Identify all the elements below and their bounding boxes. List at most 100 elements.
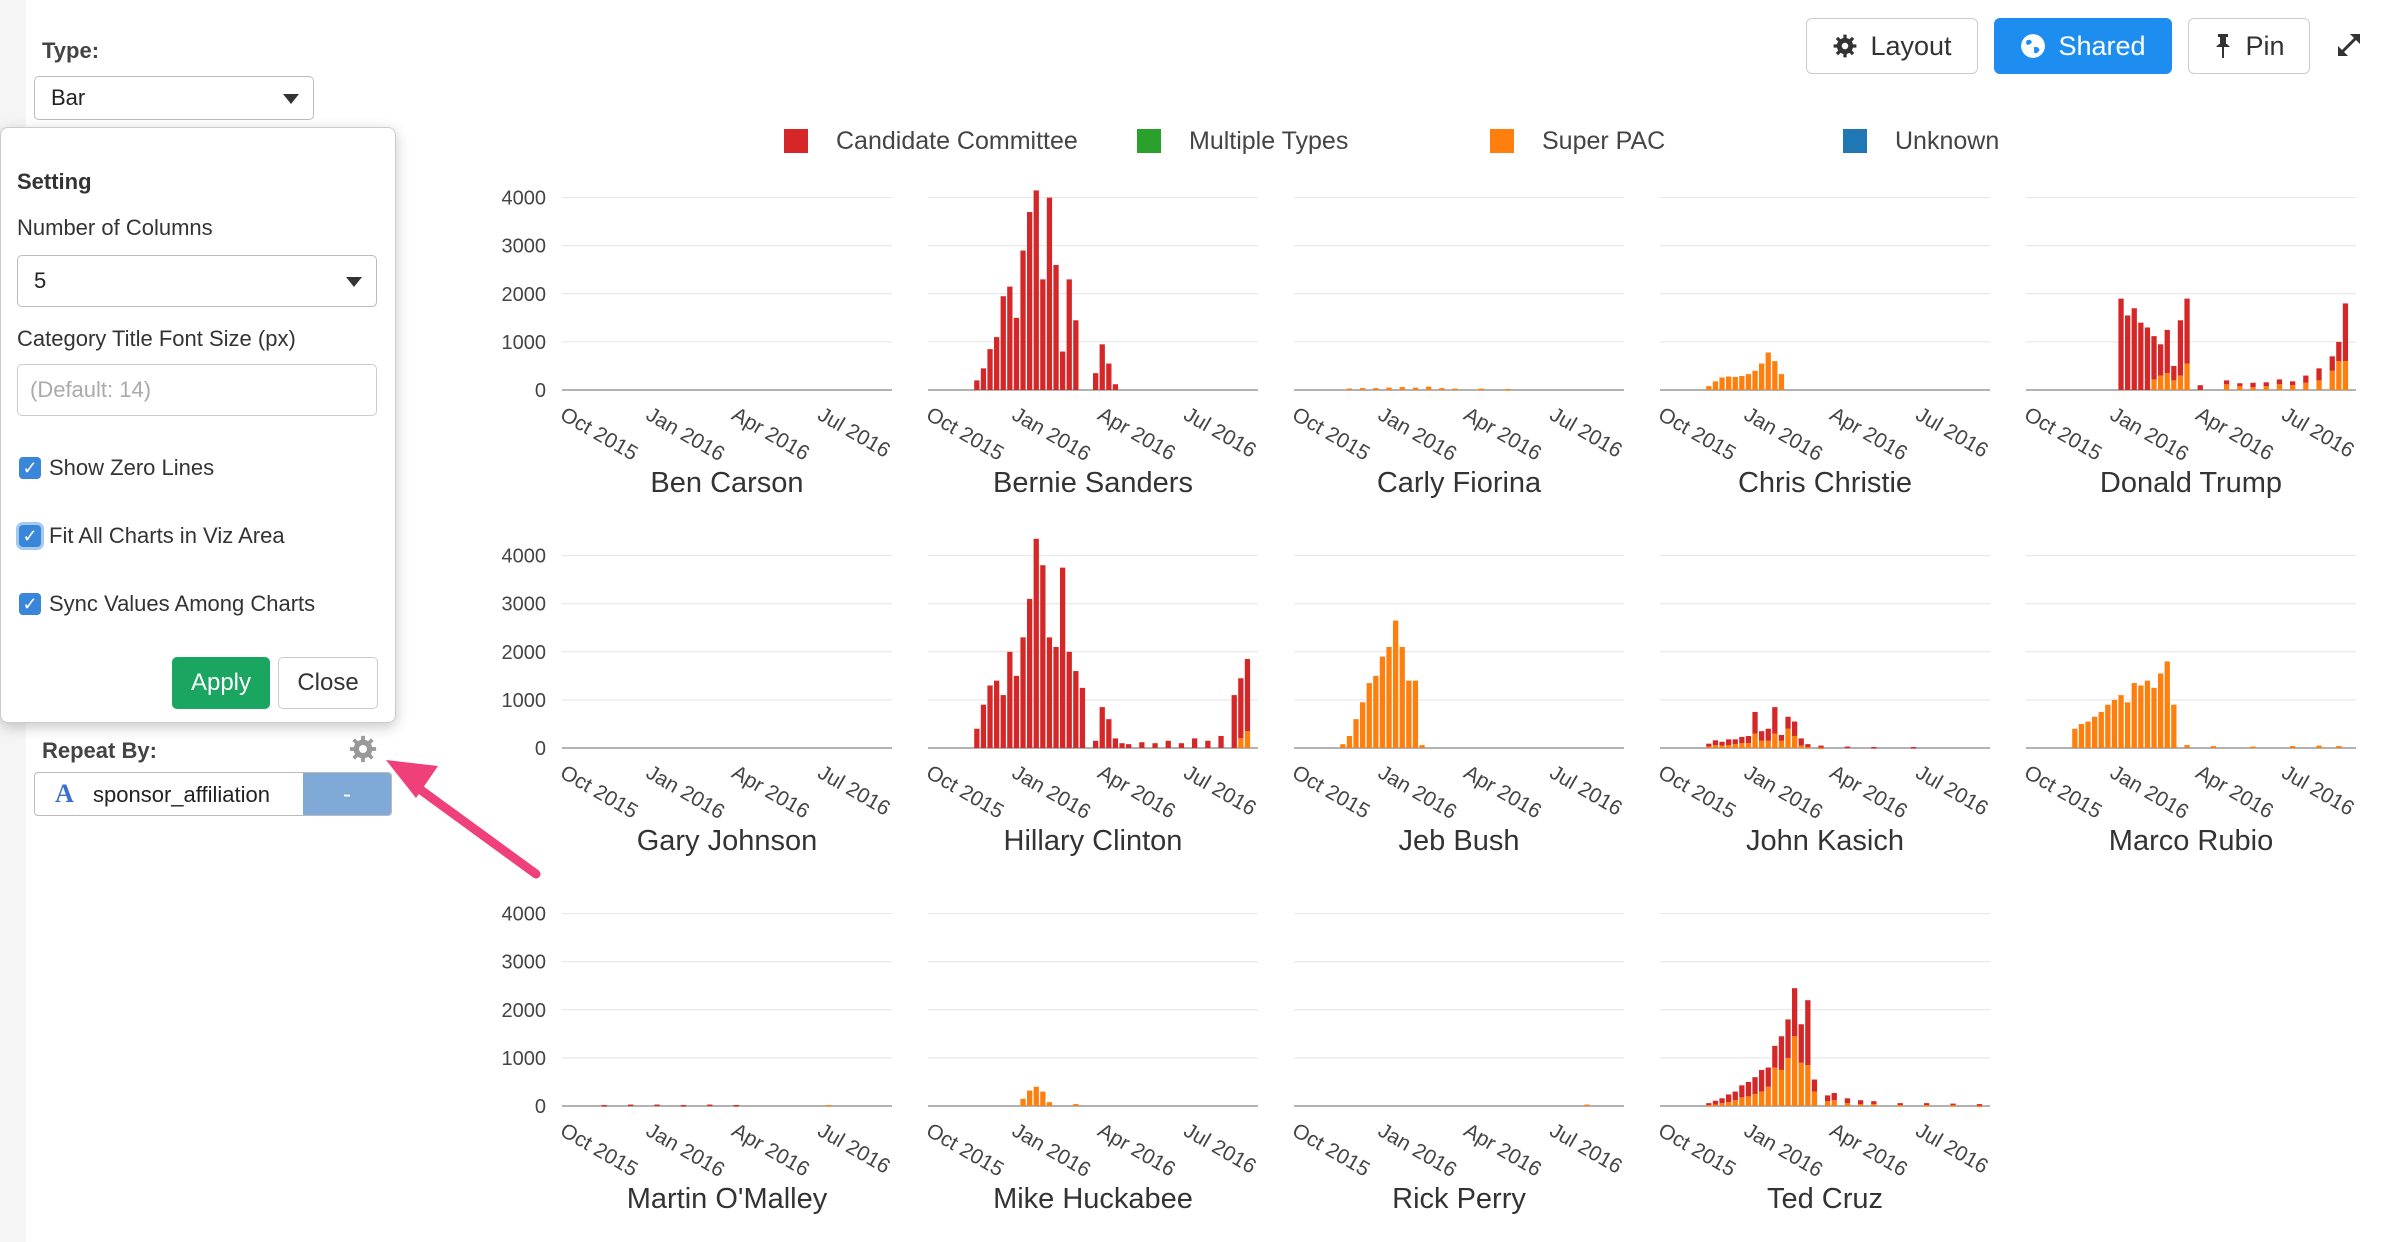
bar-candidate-committee <box>2250 382 2256 388</box>
x-tick-label: Jul 2016 <box>1546 403 1626 463</box>
bar-candidate-committee <box>1000 296 1006 390</box>
bar-candidate-committee <box>1858 1100 1864 1105</box>
bar-super-pac <box>2177 375 2184 390</box>
bar-candidate-committee <box>2125 315 2131 390</box>
font-size-input[interactable] <box>17 364 377 416</box>
bar-candidate-committee <box>2144 327 2151 390</box>
repeat-by-field-name: sponsor_affiliation <box>93 782 270 807</box>
bar-super-pac <box>2210 746 2217 748</box>
bar-super-pac <box>1406 680 1412 748</box>
bar-candidate-committee <box>1825 1095 1831 1102</box>
bar-candidate-committee <box>1046 637 1053 748</box>
legend-item-multiple-types[interactable]: Multiple Types <box>1137 126 1348 156</box>
x-tick-label: Apr 2016 <box>1094 761 1179 824</box>
x-tick-label: Oct 2015 <box>922 1119 1007 1182</box>
y-tick-label: 2000 <box>502 284 547 306</box>
bar-super-pac <box>1719 745 1725 748</box>
x-tick-label: Jul 2016 <box>1546 1119 1626 1179</box>
bar-super-pac <box>2250 387 2256 390</box>
bar-candidate-committee <box>1066 651 1072 748</box>
x-tick-label: Oct 2015 <box>1288 1119 1373 1182</box>
apply-button[interactable]: Apply <box>172 657 270 709</box>
bar-candidate-committee <box>1238 678 1244 739</box>
shared-button[interactable]: Shared <box>1994 18 2172 74</box>
bar-super-pac <box>1950 1105 1956 1107</box>
layout-button-label: Layout <box>1870 30 1952 61</box>
bar-super-pac <box>2237 386 2243 390</box>
panel-title: Ben Carson <box>650 467 803 499</box>
bar-candidate-committee <box>1106 363 1112 390</box>
show-zero-lines-checkbox[interactable]: ✓ <box>19 457 41 479</box>
bar-candidate-committee <box>2184 298 2190 364</box>
bar-candidate-committee <box>1831 1093 1837 1101</box>
columns-label: Number of Columns <box>17 215 213 240</box>
bar-candidate-committee <box>1040 565 1046 748</box>
x-tick-label: Oct 2015 <box>1654 403 1739 466</box>
bar-candidate-committee <box>2164 329 2170 374</box>
x-tick-label: Oct 2015 <box>556 403 641 466</box>
bar-super-pac <box>1765 1086 1771 1106</box>
bar-candidate-committee <box>1772 1045 1778 1068</box>
pin-button[interactable]: Pin <box>2188 18 2310 74</box>
x-tick-label: Apr 2016 <box>1826 403 1911 466</box>
bar-super-pac <box>1785 1057 1791 1106</box>
x-tick-label: Jan 2016 <box>1374 761 1460 824</box>
bar-candidate-committee <box>1897 1103 1903 1106</box>
bar-super-pac <box>1439 388 1445 390</box>
layout-button[interactable]: Layout <box>1806 18 1978 74</box>
bar-super-pac <box>2092 716 2098 748</box>
columns-select[interactable]: 5 <box>17 255 377 307</box>
bar-candidate-committee <box>1950 1103 1956 1106</box>
x-tick-label: Jul 2016 <box>814 761 894 821</box>
bar-super-pac <box>2125 702 2131 748</box>
x-tick-label: Jul 2016 <box>814 1119 894 1179</box>
bar-candidate-committee <box>1792 988 1798 1037</box>
bar-super-pac <box>1818 747 1824 750</box>
y-tick-label: 4000 <box>502 188 547 210</box>
bar-super-pac <box>2158 673 2164 748</box>
bar-super-pac <box>1765 740 1771 748</box>
bar-candidate-committee <box>1792 721 1798 736</box>
bar-candidate-committee <box>1844 746 1851 749</box>
bar-super-pac <box>1346 388 1353 391</box>
bar-super-pac <box>1399 387 1405 390</box>
bar-candidate-committee <box>1033 538 1039 748</box>
bar-candidate-committee <box>1119 743 1125 748</box>
bar-super-pac <box>1373 388 1379 390</box>
bar-super-pac <box>2098 711 2104 748</box>
bar-super-pac <box>1712 745 1719 748</box>
bar-candidate-committee <box>2138 322 2144 390</box>
legend-item-super-pac[interactable]: Super PAC <box>1490 126 1665 156</box>
gear-icon[interactable] <box>348 734 378 764</box>
bar-super-pac <box>2290 746 2296 748</box>
bar-super-pac <box>1712 1104 1719 1107</box>
legend-item-unknown[interactable]: Unknown <box>1843 126 1999 156</box>
bar-super-pac <box>1772 361 1778 390</box>
bar-candidate-committee <box>1798 1024 1804 1063</box>
x-tick-label: Jul 2016 <box>1180 761 1260 821</box>
x-tick-label: Oct 2015 <box>2020 761 2105 824</box>
bar-super-pac <box>1732 1100 1738 1106</box>
bar-candidate-committee <box>1231 695 1237 748</box>
fit-all-charts-checkbox[interactable]: ✓ <box>19 525 41 547</box>
repeat-by-field[interactable]: A sponsor_affiliation - <box>34 772 392 816</box>
bar-super-pac <box>1798 1062 1804 1106</box>
bar-super-pac <box>2151 379 2157 390</box>
bar-super-pac <box>1073 1104 1079 1106</box>
close-button[interactable]: Close <box>278 657 378 709</box>
panel-title: Bernie Sanders <box>993 467 1193 499</box>
bar-candidate-committee <box>1033 190 1039 390</box>
bar-candidate-committee <box>1778 735 1785 741</box>
bar-candidate-committee <box>994 337 1000 390</box>
chart-type-select[interactable]: Bar <box>34 76 314 120</box>
sync-values-checkbox[interactable]: ✓ <box>19 593 41 615</box>
y-tick-label: 3000 <box>502 594 547 616</box>
bar-candidate-committee <box>1778 1036 1785 1070</box>
expand-icon[interactable] <box>2334 30 2364 60</box>
x-tick-label: Apr 2016 <box>1826 761 1911 824</box>
bar-candidate-committee <box>2336 341 2342 362</box>
bar-super-pac <box>1924 1105 1930 1107</box>
bar-candidate-committee <box>2224 380 2230 385</box>
legend-item-candidate-committee[interactable]: Candidate Committee <box>784 126 1078 156</box>
remove-repeat-button[interactable]: - <box>303 773 391 815</box>
